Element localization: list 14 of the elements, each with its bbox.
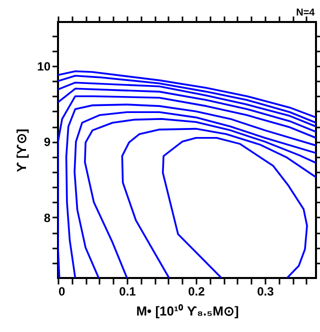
line-series — [162, 136, 308, 278]
line-series — [58, 74, 316, 124]
y-tick-label: 8 — [44, 210, 51, 225]
x-tick-label: 0.3 — [257, 284, 274, 298]
y-tick-label: 9 — [44, 135, 51, 150]
y-axis-title: ϒ [ϒ⊙] — [14, 128, 30, 172]
line-series — [58, 88, 316, 133]
text: N=4 — [296, 7, 316, 18]
x-tick-label: 0.1 — [119, 284, 136, 298]
x-tick-label: 0 — [58, 284, 66, 298]
x-tick-label: 0.2 — [188, 284, 206, 298]
line-series — [121, 128, 316, 278]
x-axis-title: M• [10¹⁰ ϒ₈.₅M⊙] — [136, 304, 239, 318]
y-tick-label: 10 — [37, 59, 51, 74]
